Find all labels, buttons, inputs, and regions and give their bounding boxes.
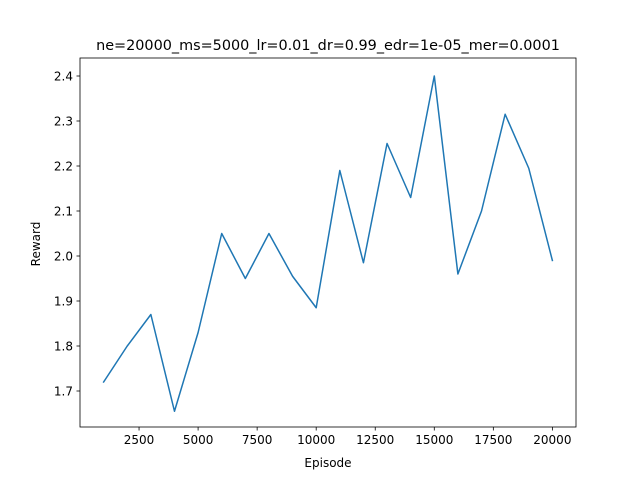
y-tick-label: 2.2 (54, 159, 73, 173)
y-tick-label: 2.4 (54, 69, 73, 83)
y-tick-label: 1.8 (54, 339, 73, 353)
x-tick-label: 12500 (356, 433, 394, 447)
x-tick-label: 7500 (242, 433, 273, 447)
x-tick-label: 2500 (124, 433, 155, 447)
x-tick-label: 17500 (474, 433, 512, 447)
y-tick-label: 1.9 (54, 294, 73, 308)
y-tick-label: 2.1 (54, 204, 73, 218)
chart-title: ne=20000_ms=5000_lr=0.01_dr=0.99_edr=1e-… (96, 38, 560, 54)
y-tick-label: 2.0 (54, 249, 73, 263)
reward-series-line (102, 75, 554, 412)
y-axis-label: Reward (29, 222, 43, 267)
x-tick-label: 15000 (415, 433, 453, 447)
x-tick-label: 5000 (183, 433, 214, 447)
y-tick-label: 1.7 (54, 384, 73, 398)
x-axis: 2500 5000 7500 10000 12500 15000 17500 20000 (124, 427, 571, 447)
x-axis-label: Episode (304, 456, 351, 470)
x-tick-label: 20000 (533, 433, 571, 447)
x-tick-label: 10000 (297, 433, 335, 447)
y-tick-label: 2.3 (54, 114, 73, 128)
plot-area-frame (79, 57, 577, 428)
y-axis: 1.7 1.8 1.9 2.0 2.1 2.2 2.3 2.4 (54, 69, 80, 398)
